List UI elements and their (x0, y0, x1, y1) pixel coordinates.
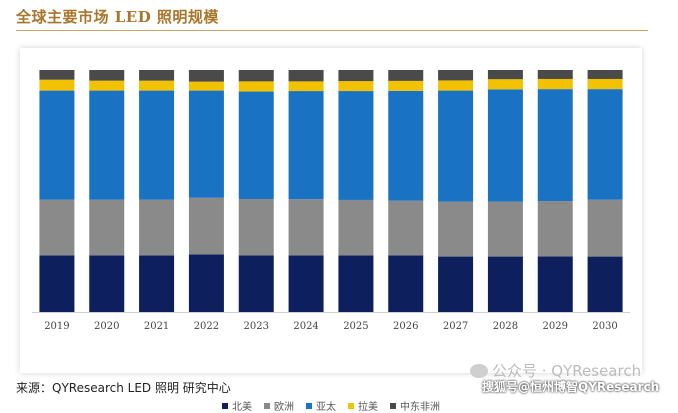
bar-segment-亚太-2029 (537, 89, 573, 202)
bar-segment-北美-2020 (89, 255, 125, 312)
bar-segment-拉美-2023 (238, 81, 274, 92)
bar-segment-北美-2026 (388, 255, 424, 312)
bar-segment-亚太-2026 (388, 90, 424, 201)
chart-legend: 北美 欧洲 亚太 拉美 中东非洲 (20, 398, 642, 413)
bar-segment-中东非洲-2029 (537, 70, 573, 79)
bar-segment-亚太-2023 (238, 91, 274, 199)
legend-swatch (306, 402, 312, 409)
legend-swatch (348, 402, 354, 409)
bar-segment-亚太-2020 (89, 90, 125, 200)
bar-segment-北美-2027 (438, 256, 474, 312)
legend-item-拉美: 拉美 (348, 398, 378, 413)
bar-segment-欧洲-2026 (388, 200, 424, 256)
bar-segment-欧洲-2029 (537, 201, 573, 257)
legend-swatch (222, 402, 228, 409)
bar-segment-拉美-2028 (487, 79, 523, 90)
legend-swatch (390, 402, 396, 409)
bar-segment-亚太-2027 (438, 90, 474, 202)
x-tick-label-2025: 2025 (343, 321, 368, 332)
bar-segment-亚太-2024 (288, 91, 324, 200)
bar-segment-中东非洲-2019 (39, 70, 75, 80)
x-tick-label-2020: 2020 (94, 321, 119, 332)
bar-segment-欧洲-2027 (438, 201, 474, 257)
legend-swatch (264, 402, 270, 409)
bar-segment-中东非洲-2022 (188, 70, 224, 82)
chart-title: 全球主要市场 LED 照明规模 (16, 8, 219, 26)
bar-segment-拉美-2030 (587, 78, 623, 90)
bar-segment-中东非洲-2027 (438, 70, 474, 81)
bar-segment-亚太-2028 (487, 89, 523, 202)
bar-segment-欧洲-2022 (188, 197, 224, 255)
legend-item-亚太: 亚太 (306, 398, 336, 413)
bar-segment-中东非洲-2020 (89, 70, 125, 81)
title-divider (16, 30, 648, 31)
legend-label: 欧洲 (274, 402, 294, 413)
bar-segment-北美-2021 (139, 255, 175, 312)
bar-segment-中东非洲-2023 (238, 70, 274, 82)
x-tick-label-2023: 2023 (244, 321, 269, 332)
bar-segment-北美-2028 (487, 256, 523, 312)
bar-segment-中东非洲-2026 (388, 70, 424, 81)
x-tick-label-2029: 2029 (543, 321, 568, 332)
bar-segment-北美-2025 (338, 255, 374, 312)
wechat-watermark: 公众号 · QYResearch (470, 360, 641, 381)
x-tick-label-2028: 2028 (493, 321, 518, 332)
bar-segment-拉美-2024 (288, 81, 324, 92)
bar-segment-北美-2019 (39, 255, 75, 312)
legend-label: 中东非洲 (400, 402, 440, 413)
bar-segment-亚太-2021 (139, 90, 175, 200)
bar-segment-北美-2030 (587, 256, 623, 312)
bar-segment-拉美-2021 (139, 80, 175, 91)
bar-segment-亚太-2030 (587, 89, 623, 200)
bar-segment-拉美-2022 (188, 81, 224, 91)
x-tick-label-2030: 2030 (592, 321, 617, 332)
bar-segment-拉美-2019 (39, 79, 75, 91)
legend-item-欧洲: 欧洲 (264, 398, 294, 413)
source-note: 来源：QYResearch LED 照明 研究中心 (16, 381, 231, 395)
bar-segment-欧洲-2019 (39, 199, 75, 256)
bar-segment-欧洲-2025 (338, 199, 374, 256)
bar-segment-拉美-2025 (338, 81, 374, 92)
legend-item-北美: 北美 (222, 398, 252, 413)
bar-segment-中东非洲-2030 (587, 70, 623, 79)
bar-segment-中东非洲-2025 (338, 70, 374, 82)
bar-segment-亚太-2025 (338, 91, 374, 200)
bar-segment-欧洲-2023 (238, 198, 274, 256)
bar-segment-中东非洲-2028 (487, 70, 523, 80)
bar-segment-北美-2024 (288, 255, 324, 312)
wechat-icon (470, 363, 488, 378)
bar-segment-北美-2022 (188, 254, 224, 312)
legend-label: 亚太 (316, 402, 336, 413)
bar-segment-亚太-2019 (39, 90, 75, 200)
bar-segment-拉美-2027 (438, 80, 474, 91)
chart-panel: 2019 2020 2021 2022 2023 2024 2025 2026 2027 2028… (20, 48, 642, 413)
bar-segment-欧洲-2024 (288, 199, 324, 256)
x-tick-label-2024: 2024 (293, 321, 318, 332)
bar-segment-亚太-2022 (188, 90, 224, 198)
bar-segment-拉美-2029 (537, 78, 573, 90)
bar-segment-中东非洲-2024 (288, 70, 324, 82)
x-tick-label-2027: 2027 (443, 321, 468, 332)
stacked-bar-chart: 2019 2020 2021 2022 2023 2024 2025 2026 2027 2028… (32, 70, 630, 332)
x-tick-label-2026: 2026 (393, 321, 418, 332)
watermark-primary-text: 公众号 · QYResearch (492, 362, 642, 380)
sohu-watermark: 搜狐号@恒州博智QYResearch (482, 380, 660, 394)
x-tick-label-2019: 2019 (44, 321, 69, 332)
bar-segment-欧洲-2030 (587, 199, 623, 257)
x-tick-label-2022: 2022 (194, 321, 219, 332)
bar-segment-欧洲-2028 (487, 201, 523, 257)
bar-segment-拉美-2020 (89, 80, 125, 91)
legend-label: 拉美 (358, 402, 378, 413)
bar-segment-北美-2023 (238, 255, 274, 312)
bar-segment-北美-2029 (537, 256, 573, 312)
bar-segment-拉美-2026 (388, 80, 424, 91)
legend-item-中东非洲: 中东非洲 (390, 398, 440, 413)
bar-segment-欧洲-2021 (139, 199, 175, 256)
x-tick-label-2021: 2021 (144, 321, 169, 332)
bar-segment-欧洲-2020 (89, 199, 125, 256)
bar-segment-中东非洲-2021 (139, 70, 175, 81)
legend-label: 北美 (232, 402, 252, 413)
